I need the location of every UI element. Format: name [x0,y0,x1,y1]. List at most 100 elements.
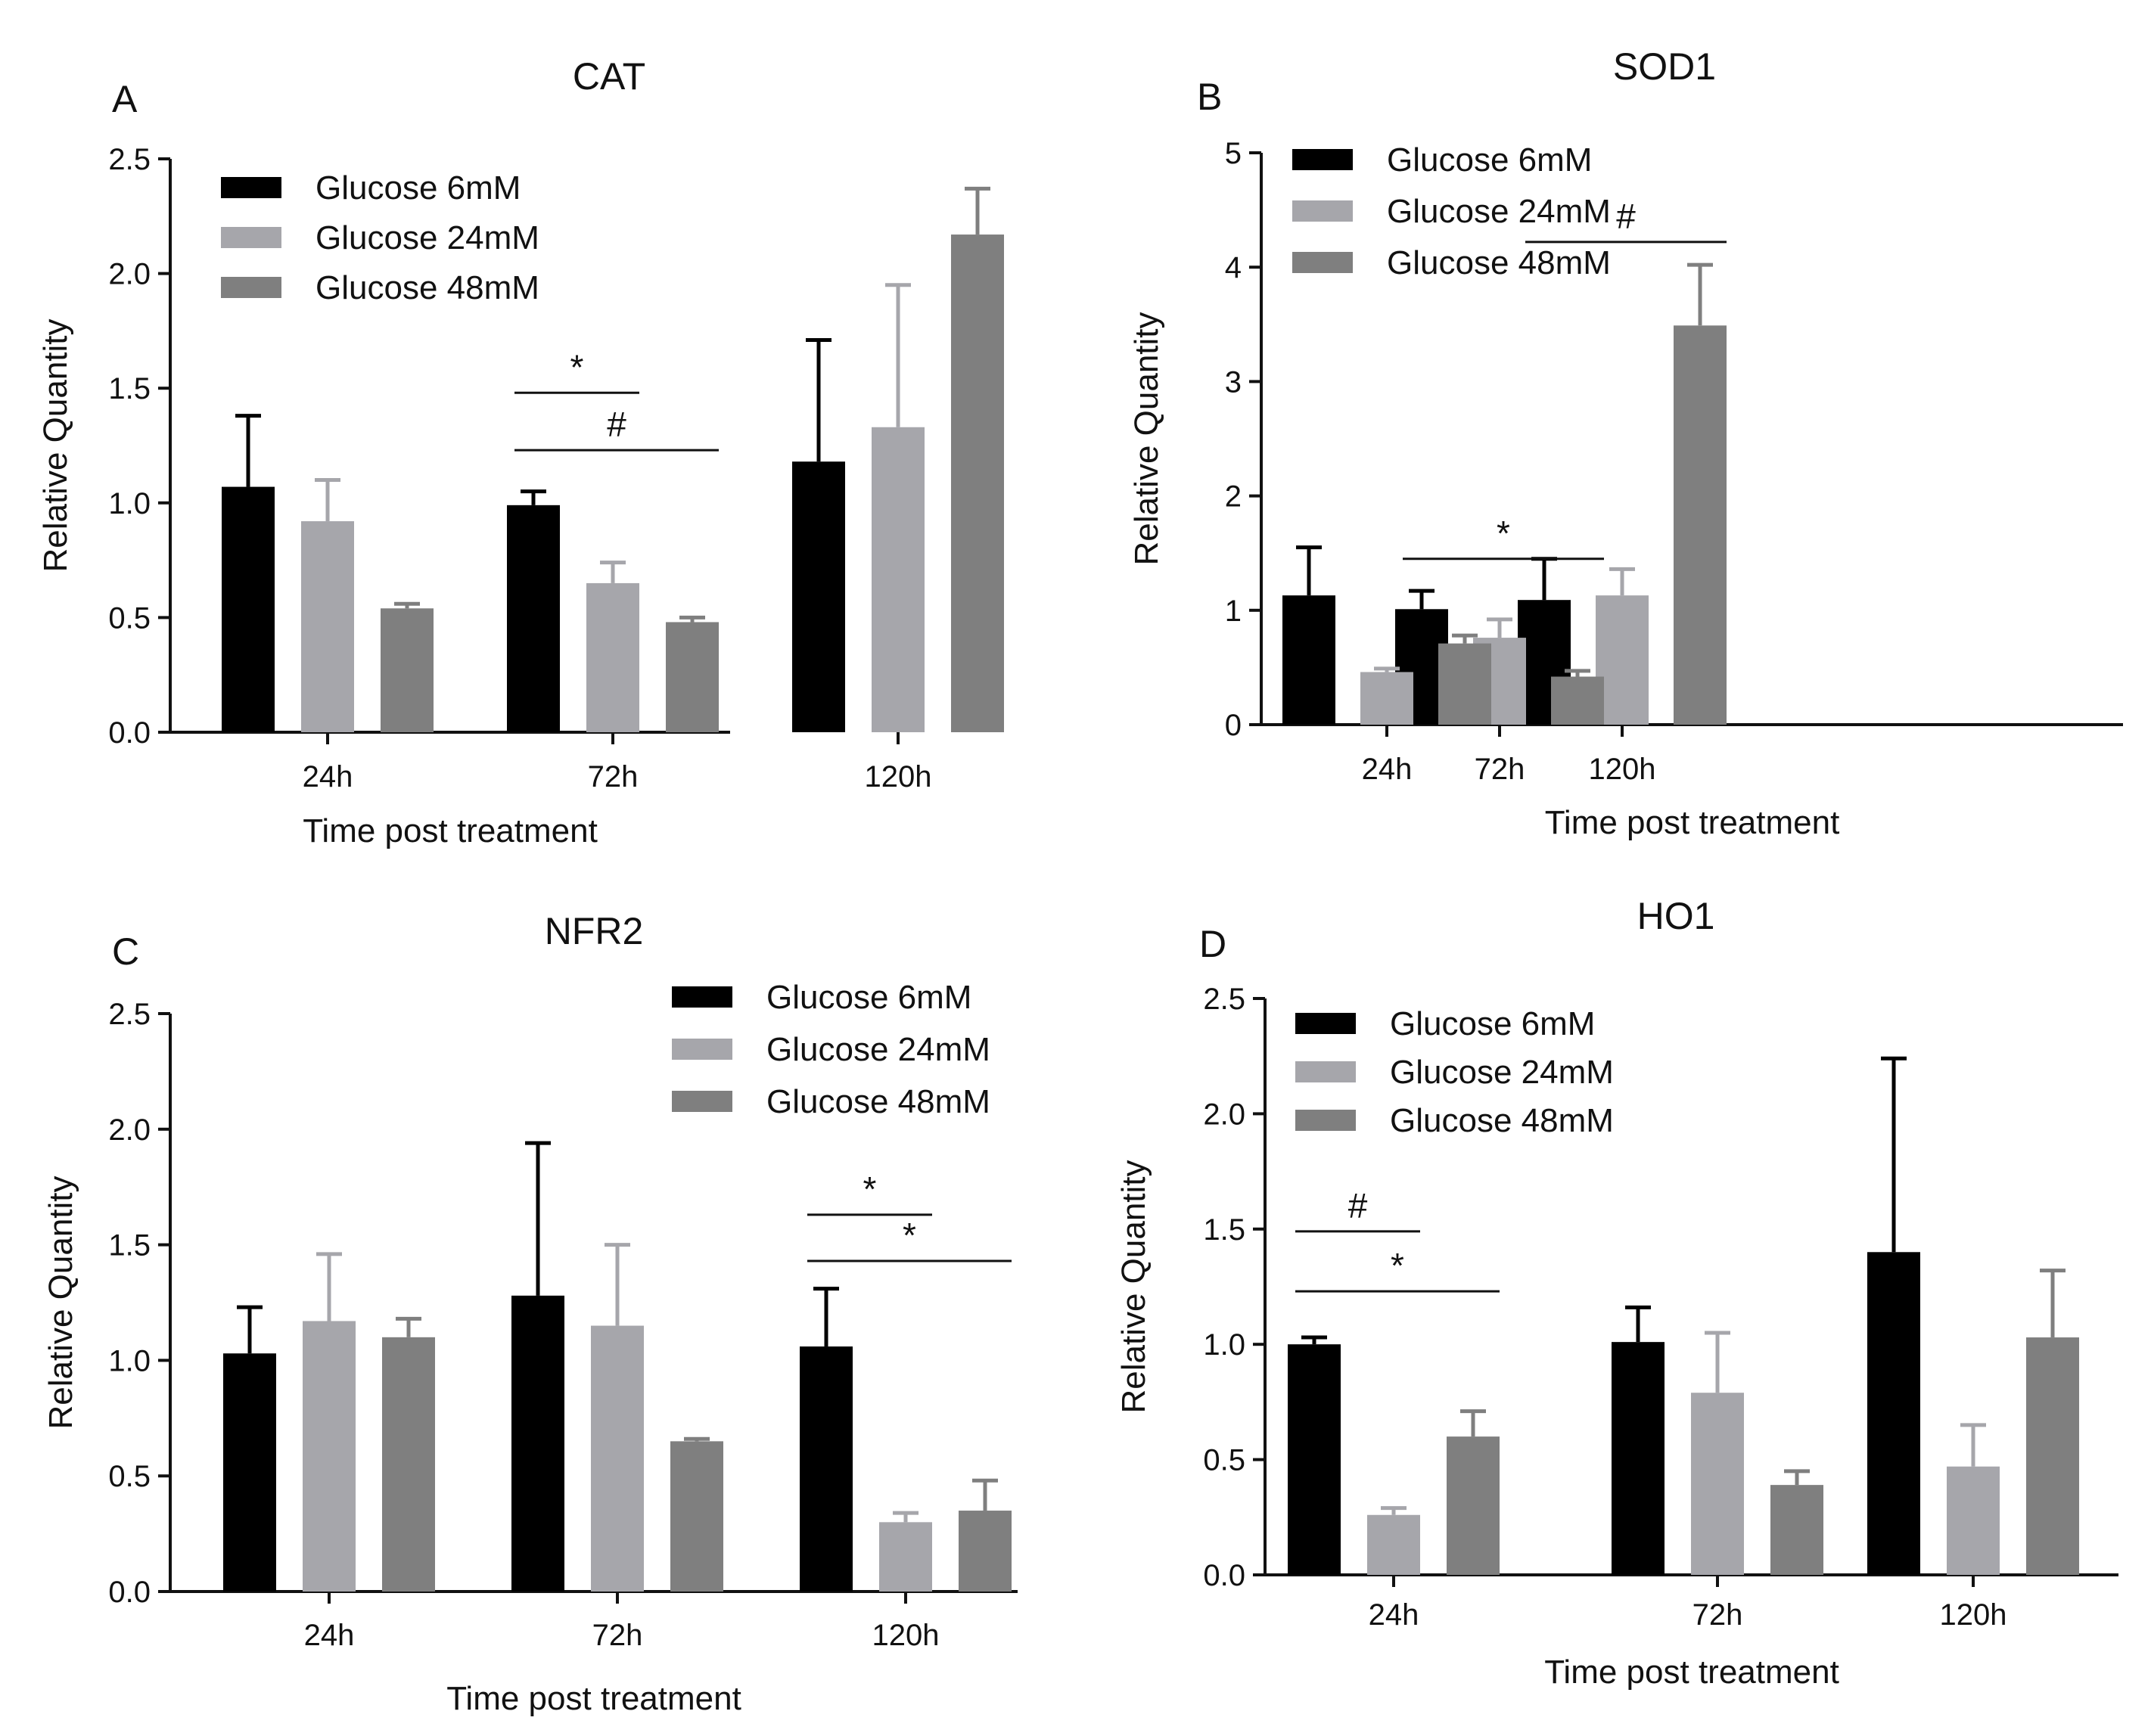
x-tick-label: 120h [1589,753,1656,786]
bar [879,1522,932,1592]
y-tick-label: 2.0 [1203,1098,1245,1131]
x-tick-label: 120h [865,760,932,793]
x-tick-label: 120h [872,1619,940,1652]
bar [2026,1337,2079,1575]
legend-swatch [672,1091,732,1112]
y-tick-label: 2 [1225,480,1242,514]
y-tick-label: 2.5 [108,143,151,176]
legend-label: Glucose 6mM [1390,1005,1595,1042]
legend-swatch [672,986,732,1008]
x-tick-label: 120h [1940,1598,2007,1632]
chart-title: CAT [573,55,645,98]
legend-label: Glucose 24mM [316,219,539,256]
y-tick-label: 0.5 [108,601,151,635]
legend-swatch [221,177,281,198]
bar [222,486,275,732]
significance-mark: * [903,1216,916,1255]
bar [591,1325,644,1592]
legend-label: Glucose 6mM [766,979,971,1016]
bar [1612,1342,1665,1575]
y-axis-title: Relative Quantity [42,1175,79,1429]
x-tick-label: 24h [1362,753,1413,786]
bar [792,461,845,732]
y-tick-label: 2.5 [1203,983,1245,1016]
x-axis-title: Time post treatment [446,1680,741,1717]
y-tick-label: 1.0 [108,1344,151,1377]
legend-label: Glucose 6mM [316,169,521,207]
chart-title: HO1 [1637,895,1715,937]
legend-label: Glucose 48mM [1390,1102,1614,1139]
y-tick-label: 1.5 [1203,1213,1245,1247]
x-tick-label: 72h [1475,753,1525,786]
bar [1360,672,1413,725]
significance-mark: # [1616,197,1636,236]
y-axis-title: Relative Quantity [37,318,74,572]
y-tick-label: 2.5 [108,998,151,1031]
y-tick-label: 1.0 [1203,1328,1245,1362]
legend-label: Glucose 24mM [1387,193,1611,230]
bar [872,427,925,732]
significance-mark: # [1348,1186,1368,1225]
y-axis-title: Relative Quantity [1128,312,1165,565]
bar [507,505,560,732]
panel-letter: C [112,930,139,973]
panel-letter: A [112,78,138,120]
legend-label: Glucose 6mM [1387,141,1592,179]
legend-swatch [1295,1061,1356,1082]
y-tick-label: 0.0 [1203,1559,1245,1592]
y-tick-label: 3 [1225,365,1242,399]
legend-swatch [1292,149,1353,170]
significance-mark: * [1391,1246,1404,1285]
bar [1551,676,1604,725]
y-tick-label: 2.0 [108,1113,151,1147]
legend-swatch [1292,200,1353,222]
y-tick-label: 0.0 [108,1576,151,1609]
bar [1770,1485,1823,1575]
legend-swatch [221,227,281,248]
y-tick-label: 2.0 [108,258,151,291]
legend-swatch [672,1039,732,1060]
x-tick-label: 72h [592,1619,643,1652]
panel-b: B SOD1 0 1 2 3 4 5 24h 72h 120h Relative Quantity Ti… [1128,45,2123,841]
x-tick-label: 72h [1693,1598,1743,1632]
legend-swatch [221,277,281,298]
panel-a: A CAT 0.0 0.5 1.0 1.5 2.0 2.5 24h 72h 120h Relative… [37,55,1004,849]
bar [1674,325,1727,725]
bar [1867,1252,1920,1575]
y-tick-label: 1 [1225,595,1242,628]
bar [1947,1466,2000,1575]
bar [301,521,354,732]
y-tick-label: 0 [1225,709,1242,742]
legend-label: Glucose 24mM [766,1031,990,1068]
y-tick-label: 1.5 [108,372,151,405]
bar [951,234,1004,732]
panel-letter: D [1199,923,1226,965]
y-tick-label: 1.0 [108,487,151,520]
y-tick-label: 1.5 [108,1229,151,1262]
bar [959,1511,1012,1592]
legend-swatch [1295,1110,1356,1131]
legend-swatch [1292,252,1353,273]
significance-mark: * [570,347,584,387]
chart-title: NFR2 [545,910,644,952]
bar [511,1295,564,1592]
bar [1447,1436,1500,1575]
legend-label: Glucose 48mM [1387,244,1611,281]
significance-mark: * [1497,514,1510,553]
chart-title: SOD1 [1613,45,1716,88]
x-axis-title: Time post treatment [1544,1654,1839,1691]
y-tick-label: 5 [1225,137,1242,170]
y-tick-label: 0.5 [108,1460,151,1493]
bar [1367,1514,1420,1575]
bar [586,582,639,732]
x-axis-title: Time post treatment [1545,804,1840,841]
y-tick-label: 4 [1225,251,1242,284]
x-axis-title: Time post treatment [303,812,598,849]
bar [381,608,434,732]
legend-label: Glucose 24mM [1390,1054,1614,1091]
bar [382,1337,435,1592]
legend-swatch [1295,1013,1356,1034]
bar [670,1441,723,1592]
bar [1282,595,1335,725]
